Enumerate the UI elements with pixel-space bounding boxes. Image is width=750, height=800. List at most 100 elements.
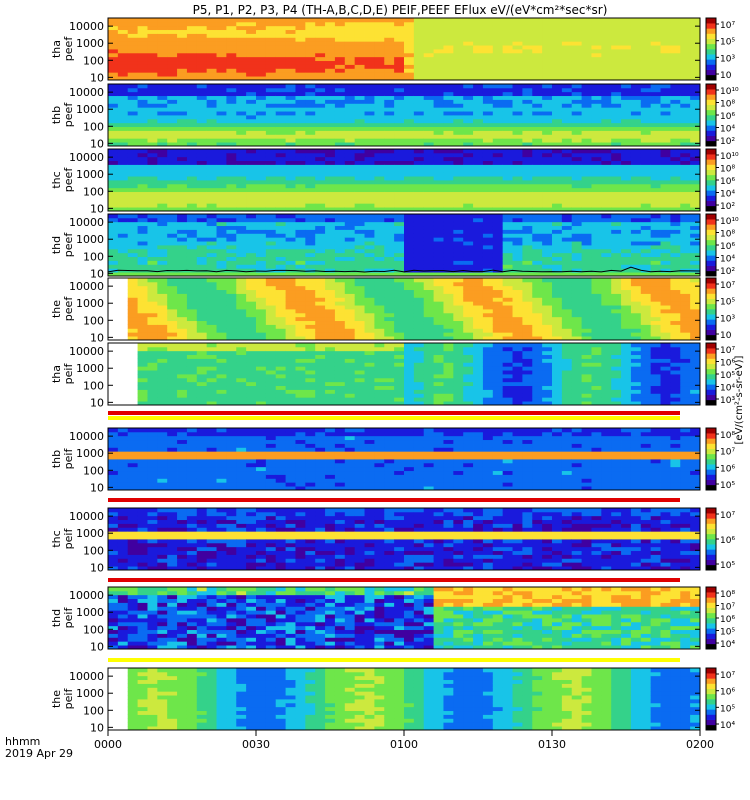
spectrogram-cell bbox=[463, 301, 474, 306]
spectrogram-cell bbox=[492, 301, 504, 306]
spectrogram-cell bbox=[591, 142, 602, 147]
y-tick-label: 10 bbox=[90, 331, 104, 344]
spectrogram-cell bbox=[404, 115, 415, 120]
spectrogram-cell bbox=[127, 214, 138, 219]
spectrogram-cell bbox=[482, 33, 494, 38]
spectrogram-cell bbox=[433, 134, 444, 139]
spectrogram-cell bbox=[216, 156, 227, 162]
spectrogram-cell bbox=[177, 233, 188, 238]
spectrogram-cell bbox=[167, 18, 178, 23]
spectrogram-cell bbox=[384, 281, 395, 287]
spectrogram-cell bbox=[177, 118, 188, 124]
spectrogram-cell bbox=[364, 268, 375, 273]
spectrogram-cell bbox=[611, 107, 622, 112]
spectrogram-cell bbox=[413, 95, 425, 100]
spectrogram-cell bbox=[315, 264, 326, 269]
spectrogram-cell bbox=[275, 64, 286, 69]
spectrogram-cell bbox=[660, 332, 671, 337]
spectrogram-cell bbox=[394, 95, 405, 100]
spectrogram-cell bbox=[354, 95, 365, 100]
spectrogram-cell bbox=[285, 21, 296, 27]
spectrogram-cell bbox=[581, 268, 592, 273]
spectrogram-cell bbox=[157, 37, 168, 42]
spectrogram-cell bbox=[463, 52, 474, 58]
spectrogram-cell bbox=[246, 237, 257, 242]
spectrogram-cell bbox=[621, 320, 632, 325]
spectrogram-cell bbox=[246, 18, 257, 23]
spectrogram-cell bbox=[482, 37, 494, 42]
spectrogram-cell bbox=[552, 281, 563, 287]
spectrogram-cell bbox=[246, 164, 257, 169]
spectrogram-cell bbox=[285, 336, 296, 341]
spectrogram-cell bbox=[433, 91, 444, 97]
spectrogram-cell bbox=[236, 328, 247, 333]
spectrogram-cell bbox=[482, 56, 494, 62]
y-tick-label: 100 bbox=[83, 185, 104, 198]
spectrogram-cell bbox=[226, 111, 237, 116]
spectrogram-cell bbox=[384, 152, 395, 158]
spectrogram-cell bbox=[285, 84, 296, 89]
spectrogram-cell bbox=[206, 245, 217, 250]
spectrogram-cell bbox=[630, 25, 642, 31]
spectrogram-cell bbox=[680, 191, 691, 196]
spectrogram-cell bbox=[473, 229, 484, 234]
spectrogram-cell bbox=[433, 248, 444, 254]
spectrogram-cell bbox=[295, 68, 306, 73]
spectrogram-cell bbox=[275, 176, 286, 181]
spectrogram-cell bbox=[285, 256, 296, 261]
spectrogram-cell bbox=[512, 252, 523, 258]
spectrogram-cell bbox=[482, 149, 494, 154]
spectrogram-cell bbox=[354, 52, 365, 58]
spectrogram-cell bbox=[236, 49, 247, 54]
spectrogram-cell bbox=[670, 91, 681, 97]
spectrogram-cell bbox=[492, 52, 504, 58]
spectrogram-cell bbox=[611, 217, 622, 223]
spectrogram-cell bbox=[650, 60, 661, 65]
spectrogram-cell bbox=[433, 84, 444, 89]
spectrogram-cell bbox=[216, 45, 227, 50]
spectrogram-cell bbox=[246, 268, 257, 273]
spectrogram-cell bbox=[275, 336, 286, 341]
spectrogram-cell bbox=[295, 52, 306, 58]
y-tick-label: 10000 bbox=[69, 280, 104, 293]
spectrogram-cell bbox=[522, 99, 533, 104]
spectrogram-cell bbox=[127, 285, 138, 291]
spectrogram-cell bbox=[690, 229, 701, 234]
spectrogram-cell bbox=[601, 115, 612, 120]
spectrogram-cell bbox=[186, 91, 198, 97]
spectrogram-cell bbox=[571, 195, 582, 200]
spectrogram-cell bbox=[413, 328, 425, 333]
spectrogram-cell bbox=[117, 229, 129, 234]
spectrogram-cell bbox=[532, 272, 543, 277]
spectrogram-cell bbox=[256, 264, 267, 269]
spectrogram-cell bbox=[522, 49, 533, 54]
spectrogram-cell bbox=[680, 91, 691, 97]
spectrogram-cell bbox=[404, 122, 415, 128]
spectrogram-cell bbox=[413, 149, 425, 154]
spectrogram-cell bbox=[186, 33, 198, 38]
spectrogram-cell bbox=[137, 87, 148, 93]
spectrogram-cell bbox=[305, 76, 316, 81]
spectrogram-cell bbox=[492, 297, 504, 302]
spectrogram-cell bbox=[256, 76, 267, 81]
spectrogram-cell bbox=[473, 203, 484, 208]
spectrogram-cell bbox=[186, 324, 198, 329]
spectrogram-cell bbox=[423, 233, 434, 238]
spectrogram-cell bbox=[571, 301, 582, 306]
colorbar-tick-label: 10 bbox=[720, 331, 732, 341]
colorbar-swatch bbox=[706, 270, 716, 277]
spectrogram-cell bbox=[157, 21, 168, 27]
spectrogram-cell bbox=[384, 49, 395, 54]
spectrogram-cell bbox=[127, 68, 138, 73]
spectrogram-cell bbox=[177, 191, 188, 196]
spectrogram-cell bbox=[177, 72, 188, 77]
spectrogram-cell bbox=[482, 278, 494, 283]
spectrogram-cell bbox=[670, 301, 681, 306]
spectrogram-cell bbox=[157, 138, 168, 143]
spectrogram-cell bbox=[295, 316, 306, 322]
spectrogram-cell bbox=[453, 18, 464, 23]
spectrogram-cell bbox=[473, 233, 484, 238]
spectrogram-cell bbox=[482, 214, 494, 219]
spectrogram-cell bbox=[137, 37, 148, 42]
